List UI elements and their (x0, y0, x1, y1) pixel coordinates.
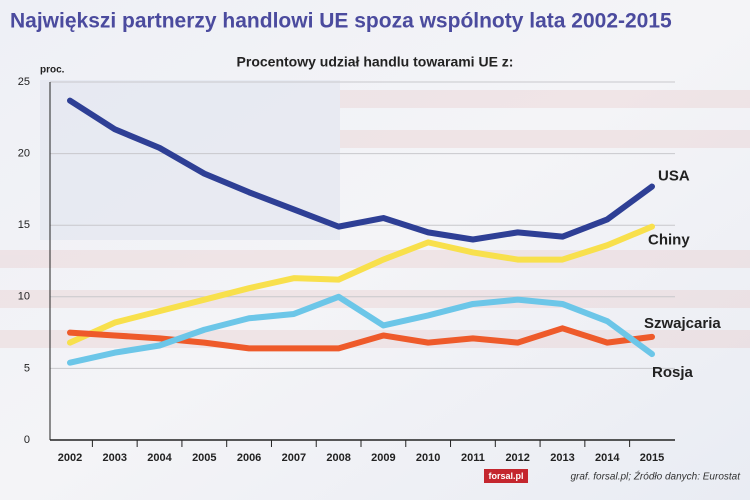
series-label: Chiny (648, 232, 690, 249)
y-tick-label: 15 (18, 219, 30, 231)
logo: forsal.pl (488, 471, 523, 481)
series-line (67, 293, 655, 366)
chart-subtitle: Procentowy udział handlu towarami UE z: (237, 54, 514, 70)
series-line (67, 325, 655, 352)
x-tick-label: 2010 (416, 452, 440, 464)
y-tick-label: 25 (18, 76, 30, 88)
y-tick-label: 5 (24, 362, 30, 374)
flag-canton (40, 80, 340, 240)
y-tick-label: 0 (24, 434, 30, 446)
y-tick-label: 20 (18, 148, 30, 160)
series-label: Szwajcaria (644, 315, 721, 332)
x-tick-label: 2002 (58, 452, 82, 464)
chart-title: Największi partnerzy handlowi UE spoza w… (10, 10, 672, 33)
y-axis-label: proc. (40, 65, 65, 76)
series-label: Rosja (652, 364, 694, 381)
series-line (67, 97, 655, 243)
logo-box (484, 469, 528, 483)
x-tick-label: 2013 (550, 452, 574, 464)
x-tick-label: 2004 (147, 452, 172, 464)
x-tick-label: 2014 (595, 452, 620, 464)
y-tick-label: 10 (18, 291, 30, 303)
x-tick-label: 2008 (326, 452, 350, 464)
series-line (67, 223, 655, 346)
source: graf. forsal.pl; Źródło danych: Eurostat (570, 470, 741, 483)
x-tick-label: 2012 (505, 452, 529, 464)
x-tick-label: 2007 (282, 452, 306, 464)
x-tick-label: 2005 (192, 452, 216, 464)
series-label: USA (658, 168, 690, 185)
x-tick-label: 2011 (461, 452, 485, 464)
x-tick-label: 2015 (640, 452, 664, 464)
x-tick-label: 2009 (371, 452, 395, 464)
x-tick-label: 2003 (103, 452, 127, 464)
x-tick-label: 2006 (237, 452, 261, 464)
